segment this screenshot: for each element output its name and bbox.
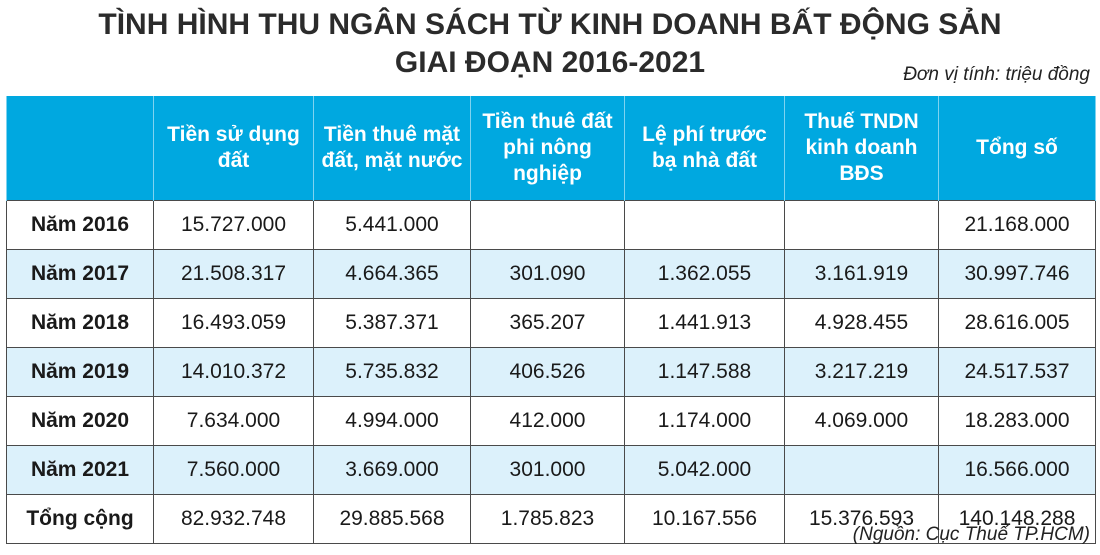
- table-cell: 21.168.000: [938, 200, 1096, 250]
- table-row: Năm 2020 7.634.000 4.994.000 412.000 1.1…: [6, 396, 1096, 446]
- table-cell: 24.517.537: [938, 347, 1096, 397]
- row-label: Năm 2016: [6, 200, 154, 250]
- table-cell: 4.069.000: [784, 396, 939, 446]
- table-cell: 29.885.568: [313, 494, 471, 544]
- table-cell: 14.010.372: [153, 347, 314, 397]
- table-cell: 30.997.746: [938, 249, 1096, 299]
- row-label: Năm 2021: [6, 445, 154, 495]
- table-cell: 1.441.913: [624, 298, 785, 348]
- table-cell: [470, 200, 625, 250]
- table-cell: 5.735.832: [313, 347, 471, 397]
- table-row: Năm 2016 15.727.000 5.441.000 21.168.000: [6, 200, 1096, 250]
- table-cell: 301.090: [470, 249, 625, 299]
- table-cell: [784, 200, 939, 250]
- table-cell: 3.217.219: [784, 347, 939, 397]
- table-cell: 16.566.000: [938, 445, 1096, 495]
- table-cell: 28.616.005: [938, 298, 1096, 348]
- table-cell: 140.148.288: [938, 494, 1096, 544]
- table-cell: 16.493.059: [153, 298, 314, 348]
- header-cell-non-agri-land-rent: Tiền thuê đất phi nông nghiệp: [470, 96, 625, 201]
- row-label: Năm 2019: [6, 347, 154, 397]
- table-cell: 412.000: [470, 396, 625, 446]
- table-cell: 5.441.000: [313, 200, 471, 250]
- title-line-2: GIAI ĐOẠN 2016-2021: [394, 46, 706, 79]
- table-cell: 4.928.455: [784, 298, 939, 348]
- row-label: Năm 2017: [6, 249, 154, 299]
- table-cell: 15.376.593: [784, 494, 939, 544]
- table-cell: 82.932.748: [153, 494, 314, 544]
- table-cell: 18.283.000: [938, 396, 1096, 446]
- table-cell: 4.994.000: [313, 396, 471, 446]
- table-cell: 365.207: [470, 298, 625, 348]
- table-cell: 3.669.000: [313, 445, 471, 495]
- table-cell: [624, 200, 785, 250]
- table-row: Năm 2017 21.508.317 4.664.365 301.090 1.…: [6, 249, 1096, 299]
- table-cell: 21.508.317: [153, 249, 314, 299]
- row-label: Năm 2018: [6, 298, 154, 348]
- table-cell: 5.387.371: [313, 298, 471, 348]
- table-cell: 3.161.919: [784, 249, 939, 299]
- table-cell: [784, 445, 939, 495]
- table-cell: 7.634.000: [153, 396, 314, 446]
- header-cell-land-water-rent: Tiền thuê mặt đất, mặt nước: [313, 96, 471, 201]
- header-cell-total: Tổng số: [938, 96, 1096, 201]
- table-cell: 1.147.588: [624, 347, 785, 397]
- table-cell: 1.362.055: [624, 249, 785, 299]
- row-label: Tổng cộng: [6, 494, 154, 544]
- table-row: Năm 2019 14.010.372 5.735.832 406.526 1.…: [6, 347, 1096, 397]
- table-cell: 406.526: [470, 347, 625, 397]
- table-row: Năm 2018 16.493.059 5.387.371 365.207 1.…: [6, 298, 1096, 348]
- table-cell: 15.727.000: [153, 200, 314, 250]
- table-cell: 5.042.000: [624, 445, 785, 495]
- table-cell: 301.000: [470, 445, 625, 495]
- header-cell-registration-fee: Lệ phí trước bạ nhà đất: [624, 96, 785, 201]
- table-cell: 7.560.000: [153, 445, 314, 495]
- row-label: Năm 2020: [6, 396, 154, 446]
- unit-note: Đơn vị tính: triệu đồng: [903, 64, 1090, 85]
- table-row: Năm 2021 7.560.000 3.669.000 301.000 5.0…: [6, 445, 1096, 495]
- revenue-table: Tiền sử dụng đất Tiền thuê mặt đất, mặt …: [6, 96, 1096, 544]
- table-cell: 1.174.000: [624, 396, 785, 446]
- page-title: TÌNH HÌNH THU NGÂN SÁCH TỪ KINH DOANH BẤ…: [0, 6, 1100, 82]
- table-row-total: Tổng cộng 82.932.748 29.885.568 1.785.82…: [6, 494, 1096, 544]
- header-cell-corporate-tax: Thuế TNDN kinh doanh BĐS: [784, 96, 939, 201]
- table-cell: 1.785.823: [470, 494, 625, 544]
- header-cell-label: [6, 96, 154, 201]
- title-line-1: TÌNH HÌNH THU NGÂN SÁCH TỪ KINH DOANH BẤ…: [98, 8, 1002, 41]
- header-cell-land-use-fee: Tiền sử dụng đất: [153, 96, 314, 201]
- source-note: (Nguồn: Cục Thuế TP.HCM): [852, 524, 1090, 545]
- table-cell: 4.664.365: [313, 249, 471, 299]
- table-header-row: Tiền sử dụng đất Tiền thuê mặt đất, mặt …: [6, 96, 1096, 201]
- table-cell: 10.167.556: [624, 494, 785, 544]
